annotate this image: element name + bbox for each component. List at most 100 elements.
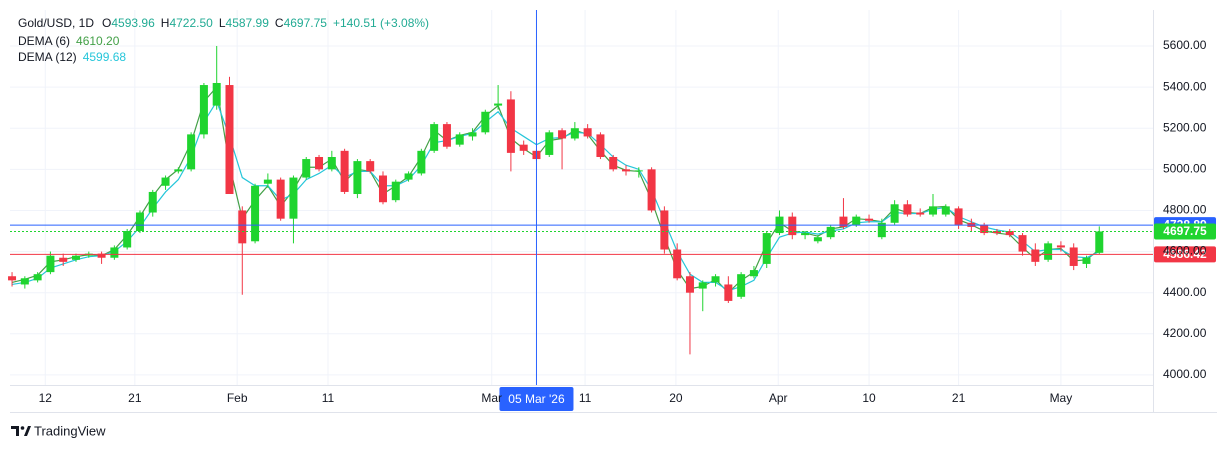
candle-body (673, 249, 682, 279)
candle-body (647, 169, 656, 211)
candle-body (826, 226, 835, 238)
candle-body (877, 222, 886, 238)
x-tick-label: 11 (322, 391, 335, 405)
candle-body (801, 233, 810, 236)
ohlc-key: H (161, 16, 170, 30)
candle-body (494, 103, 503, 106)
ohlc-value: 4593.96 (111, 16, 155, 30)
candle-body (980, 224, 989, 234)
candle-body (187, 134, 196, 170)
candle-body (903, 204, 912, 215)
candle-body (928, 206, 937, 215)
candle-body (1069, 247, 1078, 266)
logo-mark (24, 426, 31, 436)
candle-body (353, 161, 362, 195)
logo-mark (11, 426, 19, 436)
candle-body (302, 159, 311, 178)
price-label: 4697.75 (1163, 224, 1207, 238)
x-tick-label: 12 (39, 391, 53, 405)
candle-body (660, 210, 669, 250)
candle-body (685, 276, 694, 293)
candle-body (749, 270, 758, 277)
candle-body (545, 132, 554, 155)
candle-body (8, 276, 17, 281)
ohlc-value: 4697.75 (284, 16, 328, 30)
candle-body (327, 156, 336, 170)
dema-line (11, 85, 1100, 294)
candle-body (20, 278, 29, 285)
x-tick-label: Feb (227, 391, 248, 405)
candle-body (916, 212, 925, 215)
y-tick-label: 5400.00 (1163, 79, 1207, 93)
candle-body (1031, 249, 1040, 262)
candle-body (263, 179, 272, 184)
y-tick-label: 4200.00 (1163, 326, 1207, 340)
candle-body (813, 237, 822, 242)
candle-body (622, 169, 631, 172)
candle-body (506, 99, 515, 153)
candle-body (596, 134, 605, 157)
candle-body (72, 255, 81, 260)
candle-body (161, 177, 170, 186)
candle-body (1005, 231, 1014, 236)
candle-body (1018, 235, 1027, 252)
candle-body (992, 231, 1001, 234)
x-tick-label: 11 (579, 391, 592, 405)
brand-logo: TradingView (11, 423, 106, 438)
candle-body (97, 253, 106, 258)
candle-body (148, 191, 157, 213)
candle-body (315, 156, 324, 170)
candle-body (481, 111, 490, 133)
candle-body (430, 124, 439, 151)
ohlc-key: C (275, 16, 284, 30)
candle-body (1056, 245, 1065, 248)
change: +140.51 (+3.08%) (333, 16, 429, 30)
candle-body (391, 181, 400, 201)
candle-body (340, 150, 349, 192)
candle-body (468, 132, 477, 137)
candle-body (123, 231, 132, 248)
candle-body (890, 204, 899, 223)
candle-body (442, 124, 451, 147)
x-tick-label: Mar (481, 391, 502, 405)
candle-body (276, 179, 285, 219)
candle-body (289, 177, 298, 219)
candle-body (865, 218, 874, 221)
candle-body (59, 257, 68, 262)
candle-body (737, 274, 746, 297)
candle-body (954, 208, 963, 225)
price-label: 4586.42 (1163, 247, 1207, 261)
candle-body (46, 255, 55, 273)
price-label-box (1154, 246, 1216, 263)
candle-body (711, 276, 720, 283)
crosshair-label-box (499, 387, 574, 411)
dema-line (11, 100, 1100, 292)
candle-body (199, 85, 208, 135)
candle-body (135, 212, 144, 232)
logo-dot (20, 426, 25, 430)
legend-value: 4610.20 (76, 34, 120, 48)
price-label-box (1154, 223, 1216, 240)
candle-body (366, 161, 375, 172)
legend-value: 4599.68 (83, 50, 127, 64)
candle-body (634, 170, 643, 172)
ohlc-value: 4722.50 (169, 16, 213, 30)
candle-body (225, 85, 234, 195)
y-tick-label: 4600.00 (1163, 244, 1207, 258)
x-tick-label: 21 (952, 391, 966, 405)
x-tick-label: May (1050, 391, 1073, 405)
candle-body (455, 134, 464, 145)
candle-body (609, 156, 618, 170)
candle-body (110, 247, 119, 258)
y-tick-label: 5000.00 (1163, 162, 1207, 176)
candle-body (378, 175, 387, 203)
candle-body (1044, 243, 1053, 260)
candle-body (583, 128, 592, 137)
x-tick-label: 10 (862, 391, 876, 405)
candle-body (519, 144, 528, 151)
grid (10, 10, 1153, 385)
brand: TradingView (34, 423, 106, 438)
candle-body (1082, 257, 1091, 264)
candle-body (762, 233, 771, 264)
